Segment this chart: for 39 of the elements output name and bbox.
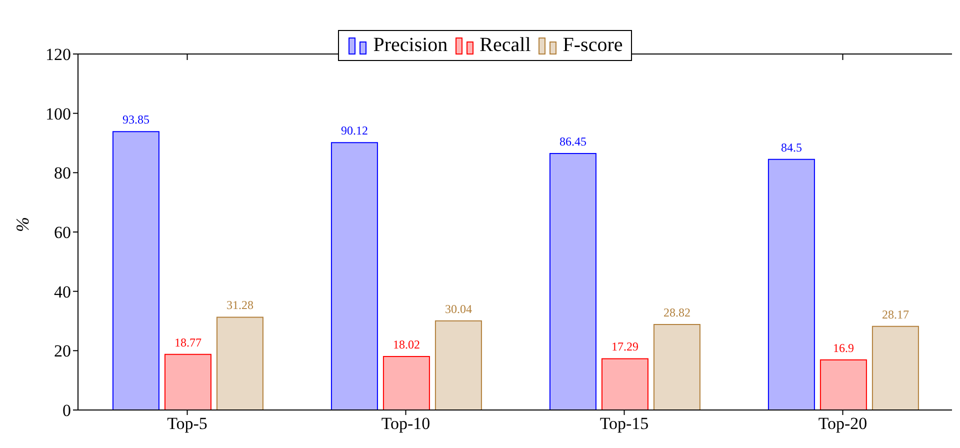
- bar: [549, 153, 596, 410]
- data-label: 18.02: [392, 338, 420, 352]
- data-label: 28.82: [663, 306, 690, 320]
- x-tick-label: Top-10: [381, 414, 430, 434]
- data-label: 31.28: [226, 298, 254, 312]
- data-label: 17.29: [611, 340, 638, 354]
- legend-label: Precision: [372, 34, 448, 57]
- bar: [653, 324, 700, 410]
- y-tick-label: 120: [46, 45, 71, 64]
- y-axis-title: %: [12, 217, 32, 232]
- data-label: 30.04: [444, 302, 472, 316]
- data-label: 86.45: [559, 134, 586, 149]
- data-label: 90.12: [340, 124, 368, 138]
- y-tick-label: 40: [54, 282, 71, 302]
- data-label: 84.5: [780, 140, 802, 154]
- bar: [164, 354, 212, 410]
- bar: [768, 158, 815, 410]
- y-tick-label: 0: [62, 401, 71, 420]
- data-label: 28.17: [882, 307, 909, 322]
- y-tick-label: 100: [46, 104, 71, 124]
- bar: [216, 316, 264, 410]
- legend-label: F-score: [562, 34, 623, 57]
- bar: [820, 359, 867, 410]
- bar: [330, 142, 378, 410]
- y-tick-label: 20: [54, 342, 71, 361]
- data-label: 16.9: [832, 340, 854, 355]
- bar: [434, 320, 482, 410]
- y-tick-label: 80: [54, 164, 71, 183]
- x-tick-label: Top-5: [167, 414, 208, 434]
- data-label: 93.85: [122, 112, 150, 127]
- bar: [382, 356, 430, 410]
- x-tick-label: Top-15: [600, 414, 649, 434]
- x-tick-label: Top-20: [818, 414, 868, 434]
- legend-label: Recall: [478, 34, 531, 57]
- bar: [112, 131, 160, 410]
- y-tick-label: 60: [54, 223, 71, 242]
- bar: [872, 326, 919, 410]
- bar: [601, 358, 648, 410]
- data-label: 18.77: [174, 335, 202, 350]
